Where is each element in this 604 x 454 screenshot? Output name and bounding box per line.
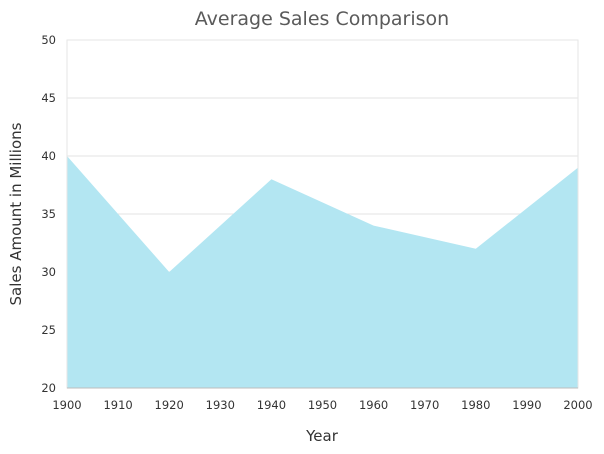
y-tick-label: 20 (41, 381, 56, 395)
x-tick-label: 1960 (359, 398, 388, 412)
series-area-group (67, 156, 578, 388)
y-axis-title: Sales Amount in Millions (7, 122, 25, 305)
x-axis-title: Year (305, 427, 339, 445)
chart-title: Average Sales Comparison (195, 8, 449, 30)
y-tick-label: 30 (41, 265, 56, 279)
y-tick-label: 50 (41, 33, 56, 47)
x-tick-label: 1950 (308, 398, 337, 412)
x-axis-ticks: 1900 1910 1920 1930 1940 1950 1960 1970 1980 1990… (52, 398, 592, 412)
y-tick-label: 45 (41, 91, 56, 105)
x-tick-label: 1920 (155, 398, 184, 412)
x-tick-label: 1910 (103, 398, 132, 412)
x-tick-label: 1900 (52, 398, 81, 412)
y-axis-ticks: 20 25 30 35 40 45 50 (41, 33, 56, 395)
x-tick-label: 1940 (257, 398, 286, 412)
y-tick-label: 25 (41, 323, 56, 337)
x-tick-label: 1990 (512, 398, 541, 412)
x-tick-label: 2000 (563, 398, 592, 412)
x-tick-label: 1970 (410, 398, 439, 412)
y-tick-label: 35 (41, 207, 56, 221)
x-tick-label: 1980 (461, 398, 490, 412)
x-tick-label: 1930 (206, 398, 235, 412)
series-area (67, 156, 578, 388)
y-tick-label: 40 (41, 149, 56, 163)
